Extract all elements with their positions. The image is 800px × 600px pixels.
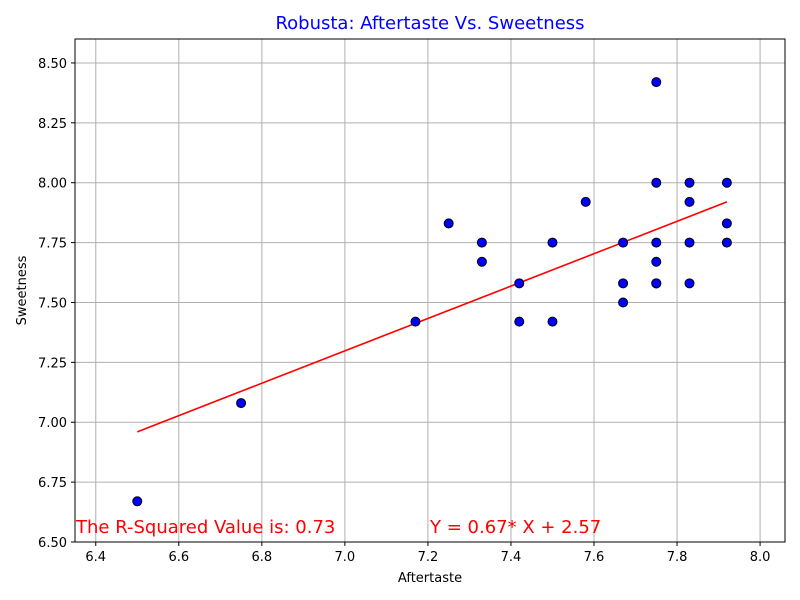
chart-title: Robusta: Aftertaste Vs. Sweetness	[275, 13, 584, 34]
data-point	[651, 278, 662, 289]
regression-line	[136, 201, 728, 433]
data-point	[684, 177, 695, 188]
data-point	[618, 237, 629, 248]
data-point	[651, 177, 662, 188]
data-point	[721, 218, 732, 229]
x-tick-label: 6.8	[251, 550, 272, 565]
data-point	[443, 218, 454, 229]
data-point	[514, 278, 525, 289]
r-squared-annotation: The R-Squared Value is: 0.73	[75, 517, 335, 538]
data-point	[410, 316, 421, 327]
y-tick-label: 8.50	[38, 57, 67, 72]
data-point	[236, 398, 247, 409]
data-point	[580, 196, 591, 207]
y-tick-label: 7.25	[38, 356, 67, 371]
x-tick-label: 7.6	[584, 550, 605, 565]
y-axis-label: Sweetness	[15, 255, 30, 325]
data-point	[476, 237, 487, 248]
data-point	[547, 316, 558, 327]
data-point	[721, 237, 732, 248]
y-tick-label: 6.50	[38, 536, 67, 551]
y-tick-label: 7.50	[38, 296, 67, 311]
data-point	[684, 237, 695, 248]
data-point	[721, 177, 732, 188]
regression-line-layer	[136, 201, 728, 433]
x-tick-label: 8.0	[750, 550, 771, 565]
data-point	[651, 237, 662, 248]
x-axis-label: Aftertaste	[398, 571, 462, 586]
data-point	[476, 256, 487, 267]
x-tick-label: 6.4	[85, 550, 106, 565]
data-point	[651, 256, 662, 267]
x-tick-label: 7.8	[667, 550, 688, 565]
data-points	[132, 77, 732, 507]
y-tick-label: 8.00	[38, 177, 67, 192]
x-tick-label: 7.0	[335, 550, 356, 565]
y-axis-ticks: 6.50 6.75 7.00 7.25 7.50 7.75 8.00 8.25 8.50	[38, 57, 75, 551]
data-point	[684, 278, 695, 289]
data-point	[684, 196, 695, 207]
plot-frame	[74, 38, 786, 543]
data-point	[547, 237, 558, 248]
y-tick-label: 7.00	[38, 416, 67, 431]
data-point	[618, 297, 629, 308]
y-tick-label: 8.25	[38, 117, 67, 132]
data-point	[651, 77, 662, 88]
y-tick-label: 7.75	[38, 237, 67, 252]
x-tick-label: 6.6	[168, 550, 189, 565]
x-tick-label: 7.2	[418, 550, 439, 565]
x-tick-label: 7.4	[501, 550, 522, 565]
data-point	[132, 496, 143, 507]
y-tick-label: 6.75	[38, 476, 67, 491]
data-point	[618, 278, 629, 289]
grid-lines	[75, 39, 785, 543]
regression-equation-annotation: Y = 0.67* X + 2.57	[429, 517, 601, 538]
data-point	[514, 316, 525, 327]
x-axis-ticks: 6.4 6.6 6.8 7.0 7.2 7.4 7.6 7.8 8.0	[85, 542, 770, 565]
